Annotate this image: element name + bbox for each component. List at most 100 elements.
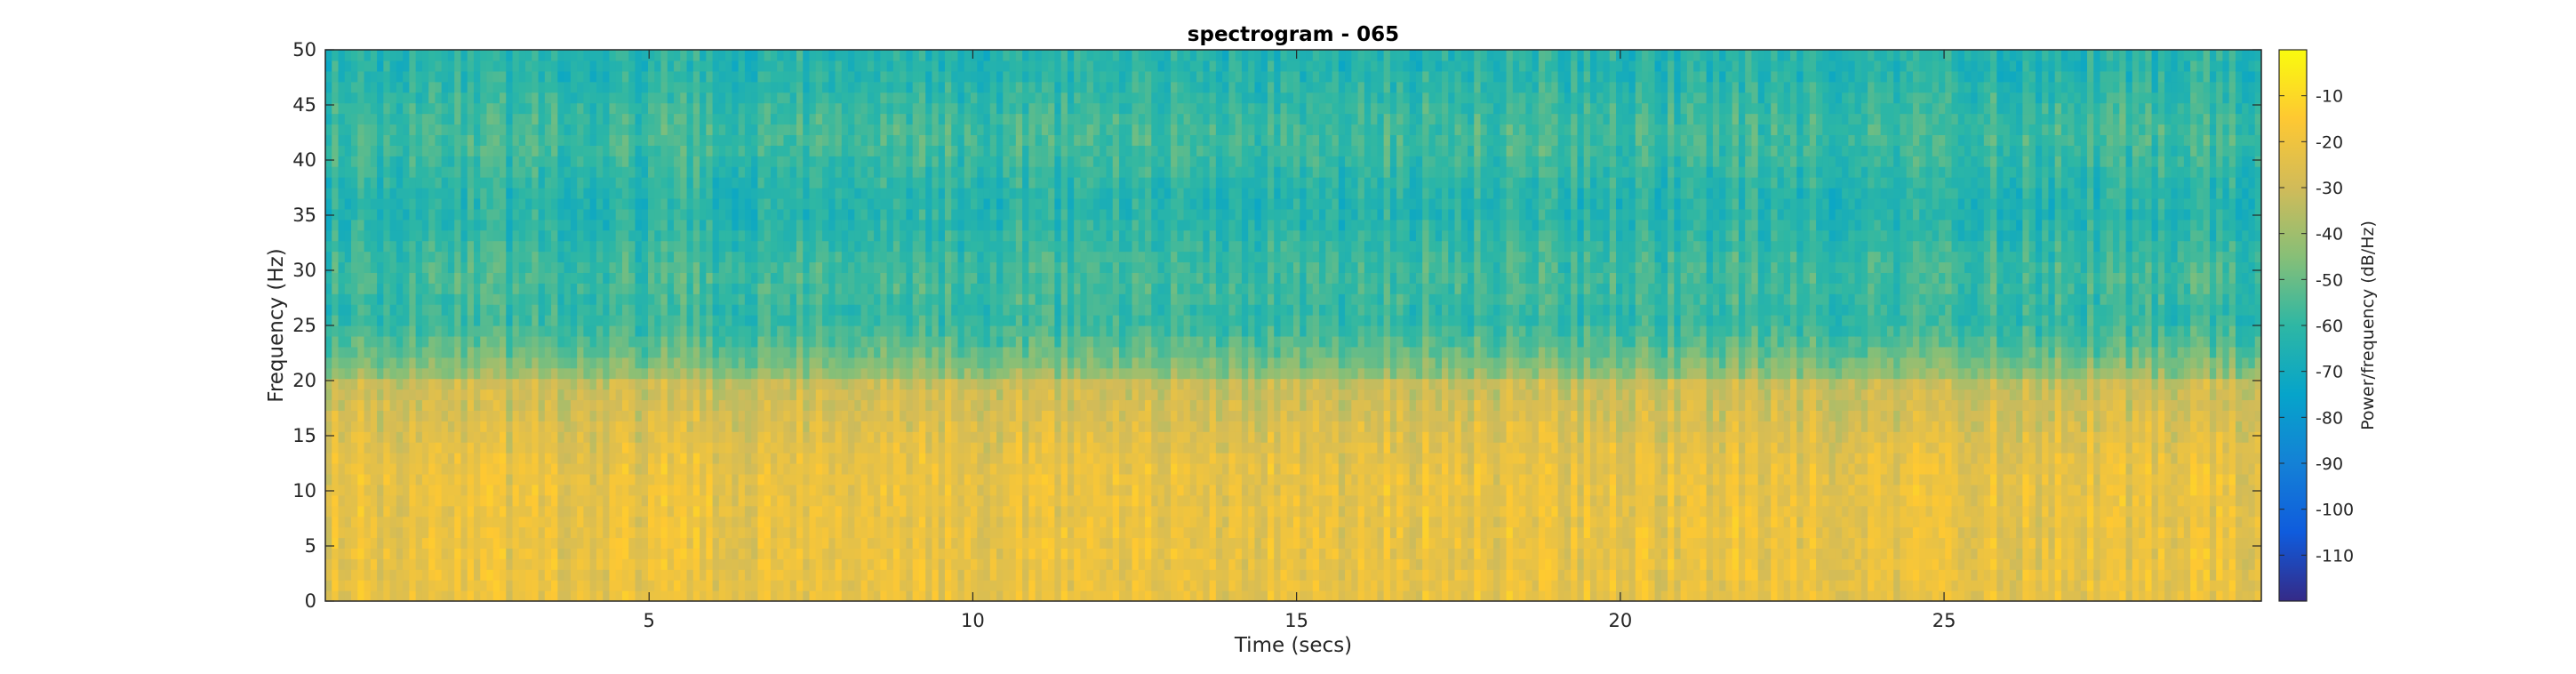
spectrogram-cell (796, 177, 804, 189)
spectrogram-cell (564, 367, 572, 380)
spectrogram-cell (603, 240, 611, 253)
spectrogram-cell (912, 357, 920, 369)
spectrogram-cell (712, 484, 720, 496)
spectrogram-cell (383, 580, 391, 591)
spectrogram-cell (692, 102, 700, 115)
spectrogram-cell (906, 399, 914, 411)
spectrogram-cell (854, 569, 862, 581)
spectrogram-cell (403, 293, 410, 305)
spectrogram-cell (615, 113, 623, 125)
spectrogram-cell (532, 304, 540, 316)
spectrogram-cell (815, 548, 823, 559)
spectrogram-cell (912, 516, 920, 528)
spectrogram-cell (654, 81, 662, 93)
spectrogram-cell (480, 240, 488, 253)
spectrogram-cell (764, 293, 772, 305)
spectrogram-cell (428, 505, 436, 518)
spectrogram-cell (570, 315, 578, 326)
spectrogram-cell (815, 558, 823, 570)
spectrogram-cell (822, 315, 829, 326)
spectrogram-cell (325, 229, 332, 242)
spectrogram-cell (803, 484, 811, 496)
spectrogram-cell (783, 251, 791, 263)
spectrogram-cell (660, 378, 668, 390)
spectrogram-cell (860, 431, 868, 443)
spectrogram-cell (751, 325, 759, 337)
spectrogram-cell (351, 156, 358, 167)
spectrogram-cell (641, 166, 649, 178)
spectrogram-cell (932, 580, 940, 591)
spectrogram-cell (803, 283, 811, 294)
spectrogram-cell (867, 399, 875, 411)
spectrogram-cell (492, 442, 500, 453)
spectrogram-cell (674, 156, 681, 167)
spectrogram-cell (441, 50, 449, 61)
spectrogram-cell (777, 81, 785, 93)
spectrogram-cell (421, 431, 429, 443)
spectrogram-cell (621, 283, 629, 294)
spectrogram-cell (467, 60, 475, 72)
spectrogram-cell (621, 431, 629, 443)
spectrogram-cell (738, 261, 746, 273)
spectrogram-cell (809, 156, 817, 167)
spectrogram-cell (712, 229, 720, 242)
spectrogram-cell (500, 145, 507, 156)
spectrogram-cell (815, 304, 823, 316)
spectrogram-cell (725, 229, 732, 242)
spectrogram-cell (332, 410, 340, 421)
spectrogram-cell (351, 208, 358, 221)
spectrogram-cell (403, 197, 410, 210)
spectrogram-cell (557, 102, 565, 115)
spectrogram-cell (577, 431, 584, 443)
spectrogram-cell (892, 60, 900, 72)
spectrogram-cell (635, 283, 643, 294)
spectrogram-cell (835, 70, 843, 83)
spectrogram-cell (822, 389, 829, 401)
spectrogram-cell (506, 102, 514, 115)
spectrogram-cell (757, 431, 765, 443)
spectrogram-cell (621, 558, 629, 570)
spectrogram-cell (467, 442, 475, 453)
spectrogram-cell (551, 346, 558, 358)
spectrogram-cell (841, 548, 849, 559)
spectrogram-cell (544, 389, 552, 401)
spectrogram-cell (486, 81, 494, 93)
spectrogram-cell (648, 421, 655, 432)
spectrogram-cell (603, 484, 611, 496)
spectrogram-cell (680, 442, 688, 453)
spectrogram-cell (738, 304, 746, 316)
spectrogram-cell (932, 70, 940, 83)
spectrogram-cell (841, 229, 849, 242)
spectrogram-cell (577, 357, 584, 369)
spectrogram-cell (680, 145, 688, 156)
spectrogram-cell (492, 113, 500, 125)
spectrogram-cell (815, 208, 823, 221)
spectrogram-cell (351, 442, 358, 453)
spectrogram-cell (564, 569, 572, 581)
spectrogram-cell (492, 304, 500, 316)
spectrogram-cell (480, 325, 488, 337)
spectrogram-cell (344, 421, 352, 432)
spectrogram-cell (809, 50, 817, 61)
spectrogram-cell (357, 537, 365, 549)
spectrogram-cell (351, 197, 358, 210)
spectrogram-cell (421, 453, 429, 464)
spectrogram-cell (892, 261, 900, 273)
spectrogram-cell (751, 389, 759, 401)
spectrogram-cell (732, 315, 740, 326)
spectrogram-cell (396, 208, 404, 221)
spectrogram-cell (518, 272, 526, 284)
spectrogram-cell (692, 166, 700, 178)
spectrogram-cell (732, 453, 740, 464)
spectrogram-cell (415, 410, 423, 421)
spectrogram-cell (454, 293, 462, 305)
spectrogram-cell (732, 156, 740, 167)
spectrogram-cell (680, 410, 688, 421)
spectrogram-cell (473, 463, 481, 475)
spectrogram-cell (770, 197, 778, 210)
spectrogram-cell (660, 526, 668, 539)
spectrogram-cell (828, 335, 836, 348)
spectrogram-cell (635, 134, 643, 146)
spectrogram-cell (480, 399, 488, 411)
spectrogram-cell (403, 463, 410, 475)
